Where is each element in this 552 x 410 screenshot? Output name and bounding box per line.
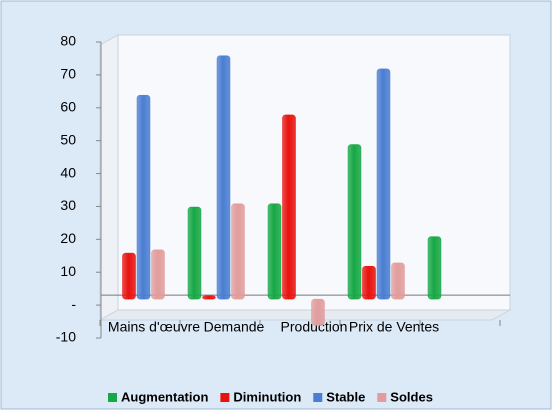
y-tick-label: 40 [60, 164, 76, 180]
bar [136, 94, 151, 300]
y-tick-label: 20 [60, 230, 76, 246]
y-tick-label: 50 [60, 131, 76, 147]
y-tick-label: - [71, 296, 76, 312]
legend-swatch [220, 393, 230, 402]
legend-label: Soldes [390, 389, 433, 404]
bar [362, 265, 376, 300]
legend-label: Diminution [233, 389, 301, 404]
y-tick-label: 60 [60, 98, 76, 114]
legend-label: Stable [326, 389, 365, 404]
back-wall [117, 34, 511, 311]
legend-swatch [313, 393, 323, 402]
x-tick-label: Production [281, 319, 348, 335]
bar [311, 298, 325, 326]
bar [216, 55, 231, 300]
legend-label: Augmentation [121, 389, 208, 404]
legend-swatch [108, 393, 117, 402]
bar [267, 203, 282, 300]
y-tick-label: 10 [60, 263, 76, 279]
bar [122, 252, 136, 300]
floor [98, 309, 512, 321]
bar [282, 114, 296, 300]
bar [376, 68, 391, 300]
bar [391, 262, 405, 300]
bar [427, 236, 442, 300]
side-wall [99, 34, 119, 321]
y-tick-label: 70 [60, 66, 76, 82]
legend-swatch [377, 393, 387, 402]
bar [347, 144, 362, 300]
x-tick-label: Prix de Ventes [349, 319, 439, 335]
y-tick-label: 80 [60, 33, 76, 49]
x-tick-label: Mains d'œuvre [108, 319, 200, 335]
y-tick-label: 30 [60, 197, 76, 213]
bar [187, 206, 202, 300]
bar [202, 295, 216, 300]
y-tick-label: -10 [56, 329, 76, 345]
bar [151, 249, 165, 300]
bar [231, 203, 245, 300]
x-tick-label: Demande [204, 319, 265, 335]
